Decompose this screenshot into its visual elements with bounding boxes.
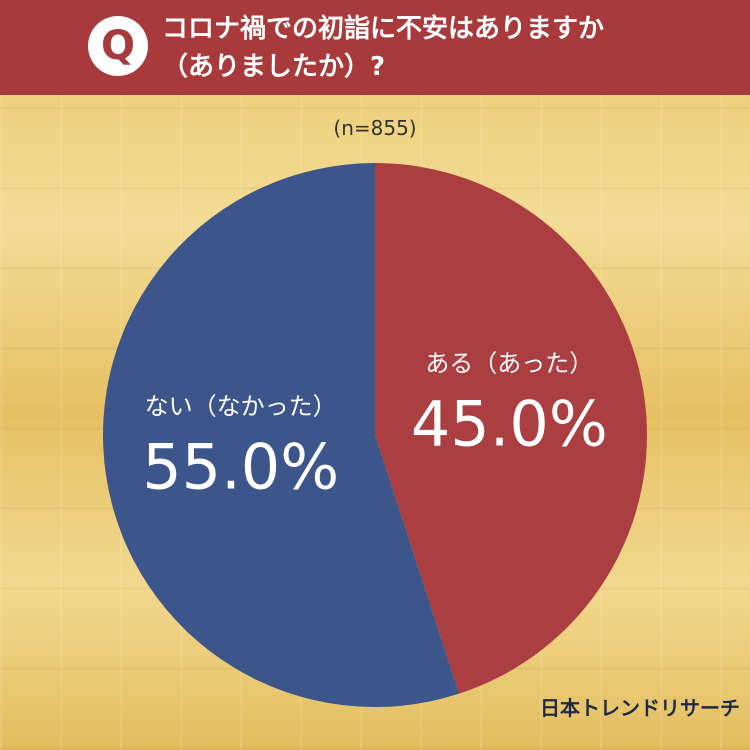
pie-slice-0 (375, 163, 648, 694)
brand-logo-text: 日本トレンドリサーチ (540, 696, 740, 720)
sample-size: (n=855) (333, 116, 417, 140)
question-badge: Q (88, 16, 148, 76)
slice-label-0: ある（あった） (425, 350, 593, 378)
slice-label-1: ない（なかった） (145, 392, 337, 420)
slice-value-1: 55.0% (142, 430, 339, 503)
question-line-1: コロナ禍での初詣に不安はありますか (162, 14, 605, 44)
question-line-2: （ありましたか）? (162, 52, 386, 82)
slice-value-0: 45.0% (411, 388, 608, 461)
question-header: Q コロナ禍での初詣に不安はありますか （ありましたか）? (0, 0, 750, 95)
pie-slice-1 (103, 162, 460, 707)
question-text: コロナ禍での初詣に不安はありますか （ありましたか）? (162, 10, 722, 86)
